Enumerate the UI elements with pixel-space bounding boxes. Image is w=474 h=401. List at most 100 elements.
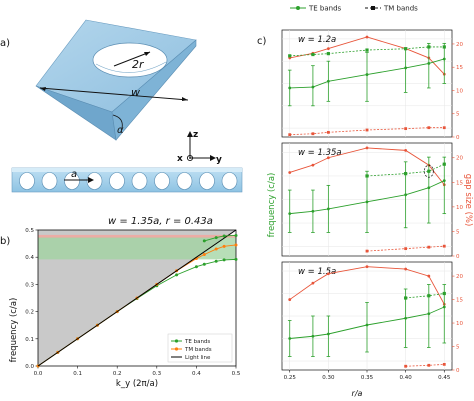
- band-ytick-label: 0.5: [25, 228, 34, 234]
- te-gap-size-point: [326, 47, 330, 51]
- band-ytick-label: 0.4: [25, 255, 34, 261]
- alpha-label: α: [117, 125, 124, 136]
- gap-ytick-right-label: 20: [456, 42, 463, 48]
- gap-xtick-label: 0.30: [322, 375, 335, 381]
- gap-ytick-right-label: 10: [456, 321, 463, 327]
- band-diagram: 0.0 0.1 0.2 0.3 0.4 0.5 0.0 0.1 0.2 0.3 0.4 0.5 TE b…: [25, 228, 241, 377]
- band-series-point: [234, 233, 238, 237]
- beam-hole: [176, 172, 193, 190]
- band-ylabel: frequency (c/a): [9, 298, 19, 363]
- band-legend-label: Light line: [185, 355, 211, 361]
- band-series-point: [234, 257, 238, 261]
- beam-hole: [19, 172, 35, 190]
- gap-ytick-right-label: 15: [456, 180, 463, 186]
- band-series-point: [222, 234, 226, 238]
- tm-frequency-line: [405, 293, 445, 299]
- band-series-point: [202, 252, 206, 256]
- te-frequency-point: [365, 200, 369, 204]
- tm-gap-size-line: [366, 245, 445, 252]
- te-gap-band: [38, 236, 236, 260]
- panel-label-b: b): [0, 236, 10, 247]
- tm-gap-size-point: [427, 126, 431, 130]
- tm-frequency-point: [365, 174, 369, 178]
- panel-label-c: c): [257, 36, 266, 47]
- te-gap-size-point: [365, 35, 369, 39]
- band-series-line: [204, 234, 237, 242]
- te-frequency-point: [442, 305, 446, 309]
- gap-xlabel: r/a: [352, 389, 363, 398]
- band-legend-label: TM bands: [184, 347, 212, 353]
- te-gap-size-point: [311, 163, 315, 167]
- beam-hole: [199, 172, 215, 190]
- gap-subplot-title: w = 1.5a: [298, 267, 336, 277]
- te-frequency-point: [326, 207, 330, 211]
- gap-ytick-right-label: 5: [456, 229, 460, 235]
- band-series-point: [202, 262, 206, 266]
- tm-gap-size-point: [404, 247, 408, 251]
- band-series-point: [222, 244, 226, 248]
- tm-frequency-point: [404, 172, 408, 176]
- te-frequency-point: [404, 316, 408, 320]
- beam-hole: [154, 172, 170, 190]
- te-frequency-point: [365, 323, 369, 327]
- te-frequency-point: [442, 179, 446, 183]
- tm-frequency-point: [442, 45, 446, 49]
- te-gap-size-point: [288, 171, 292, 174]
- te-gap-size-point: [427, 274, 431, 278]
- tm-gap-size-point: [427, 245, 431, 249]
- gap-xtick-label: 0.25: [284, 375, 297, 381]
- te-gap-size-point: [326, 272, 330, 276]
- tm-frequency-point: [404, 47, 408, 51]
- tm-frequency-point: [427, 294, 431, 298]
- gap-xtick-label: 0.40: [400, 375, 413, 381]
- tm-frequency-line: [366, 163, 445, 177]
- te-gap-size-point: [288, 298, 292, 301]
- tm-frequency-point: [326, 52, 330, 56]
- te-gap-size-point: [365, 146, 369, 150]
- tm-gap-size-point: [288, 133, 292, 137]
- gap-ytick-right-label: 0: [456, 254, 460, 260]
- axis-label-z: z: [193, 130, 198, 140]
- band-xtick-label: 0.0: [34, 371, 43, 377]
- te-frequency-point: [427, 62, 431, 65]
- gap-ytick-right-label: 20: [456, 274, 463, 280]
- tm-frequency-point: [442, 291, 446, 296]
- band-xtick-label: 0.5: [232, 371, 241, 377]
- band-legend-label: TE bands: [184, 339, 210, 345]
- tm-gap-size-point: [404, 364, 408, 368]
- te-frequency-point: [404, 66, 408, 70]
- tm-frequency-point: [427, 45, 431, 49]
- gap-subplot-title: w = 1.35a: [298, 148, 342, 158]
- gap-subplot-title: w = 1.2a: [298, 35, 336, 45]
- band-title: w = 1.35a, r = 0.43a: [108, 216, 213, 227]
- beam-hole: [109, 172, 125, 190]
- triangular-slab-3d: [35, 19, 197, 141]
- te-frequency-point: [442, 57, 446, 61]
- tm-gap-size-point: [404, 127, 408, 131]
- tm-gap-band: [38, 234, 236, 238]
- band-series-point: [214, 259, 218, 263]
- te-gap-size-point: [365, 265, 369, 269]
- te-gap-size-point: [404, 148, 408, 152]
- gap-ytick-right-label: 10: [456, 205, 463, 211]
- tm-gap-size-point: [326, 130, 330, 134]
- band-series-point: [214, 236, 218, 240]
- band-legend-marker: [174, 339, 179, 343]
- band-series-point: [234, 243, 238, 247]
- gap-legend-marker: [296, 6, 300, 10]
- radius-label: 2r: [132, 58, 145, 71]
- gap-xtick-label: 0.35: [361, 375, 374, 381]
- gap-ytick-right-label: 5: [456, 345, 460, 351]
- band-series-point: [214, 247, 218, 251]
- panel-label-a: a): [0, 38, 10, 49]
- tm-frequency-point: [427, 169, 431, 173]
- band-series-point: [202, 239, 206, 243]
- te-frequency-point: [288, 212, 292, 216]
- gap-ytick-right-label: 0: [456, 135, 460, 141]
- band-ytick-label: 0.3: [25, 282, 34, 288]
- band-legend-marker: [174, 347, 179, 351]
- te-frequency-point: [427, 186, 431, 190]
- band-series-point: [222, 258, 226, 262]
- te-frequency-point: [288, 86, 292, 90]
